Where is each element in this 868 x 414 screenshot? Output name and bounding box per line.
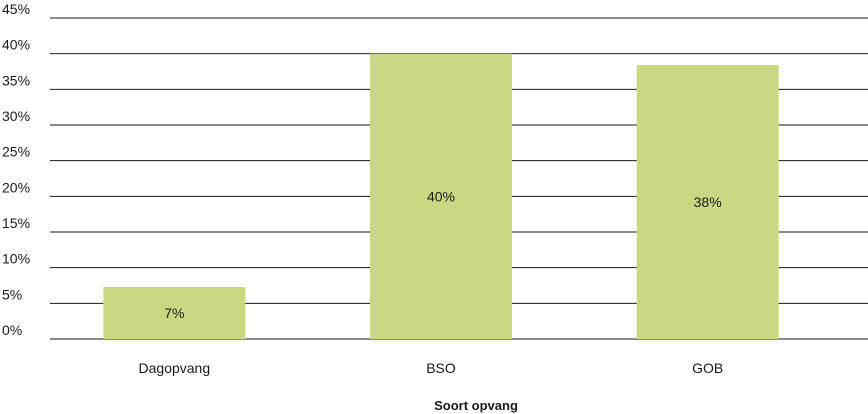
x-category-label: Dagopvang	[139, 360, 211, 376]
y-tick-label: 10%	[2, 251, 30, 267]
y-tick-label: 30%	[2, 108, 30, 124]
bar-bso	[370, 53, 512, 340]
bar-gob	[636, 65, 779, 339]
bar-dagopvang	[103, 286, 246, 339]
y-tick-label: 40%	[2, 37, 30, 53]
data-label-gob: 38%	[694, 194, 722, 210]
data-label-bso: 40%	[427, 188, 455, 204]
data-labels: 7% 40% 38%	[164, 188, 721, 321]
x-axis-title: Soort opvang	[434, 398, 518, 413]
x-axis-categories: Dagopvang BSO GOB	[139, 360, 724, 376]
bars	[103, 53, 779, 340]
y-tick-label: 0%	[2, 322, 22, 338]
y-tick-label: 35%	[2, 72, 30, 88]
x-category-label: BSO	[426, 360, 456, 376]
y-tick-label: 25%	[2, 144, 30, 160]
y-axis-ticks: 0% 5% 10% 15% 20% 25% 30% 35% 40% 45%	[2, 1, 30, 338]
y-tick-label: 45%	[2, 1, 30, 17]
y-tick-label: 20%	[2, 179, 30, 195]
y-tick-label: 5%	[2, 286, 22, 302]
data-label-dagopvang: 7%	[164, 305, 184, 321]
x-category-label: GOB	[692, 360, 723, 376]
y-tick-label: 15%	[2, 215, 30, 231]
